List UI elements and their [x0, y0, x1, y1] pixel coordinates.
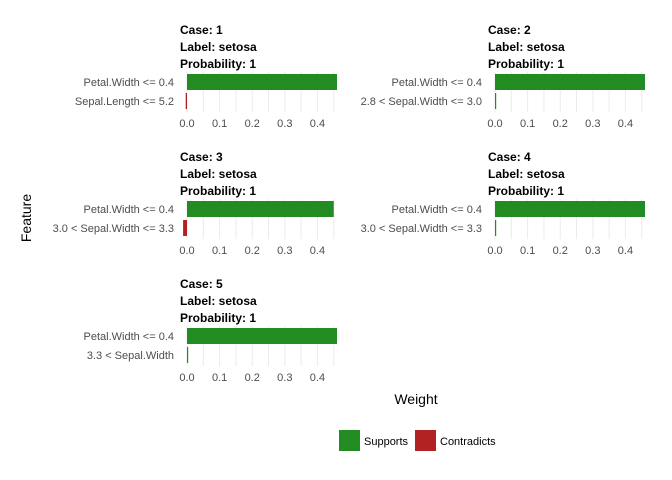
bar-supports	[187, 328, 337, 344]
x-tick-label: 0.1	[212, 245, 227, 257]
x-tick-label: 0.3	[585, 245, 600, 257]
bar-supports	[187, 347, 189, 363]
x-tick-label: 0.2	[245, 372, 260, 384]
facet-panel-5: Case: 5 Label: setosa Probability: 1 Petal.…	[84, 277, 337, 384]
facet-panels: Case: 1 Label: setosa Probability: 1 Petal.…	[53, 23, 645, 384]
x-tick-label: 0.3	[277, 245, 292, 257]
feature-label: Petal.Width <= 0.4	[392, 77, 483, 89]
x-tick-label: 0.4	[618, 118, 633, 130]
feature-label: 3.0 < Sepal.Width <= 3.3	[53, 223, 174, 235]
feature-label: 2.8 < Sepal.Width <= 3.0	[361, 96, 482, 108]
x-tick-label: 0.1	[212, 118, 227, 130]
feature-label: Petal.Width <= 0.4	[84, 77, 175, 89]
facet-case-4: Case: 4	[488, 150, 531, 164]
legend-label-supports: Supports	[364, 436, 409, 448]
bar-contradicts	[183, 220, 187, 236]
facet-panel-3: Case: 3 Label: setosa Probability: 1 Petal.…	[53, 150, 335, 257]
x-tick-label: 0.2	[245, 245, 260, 257]
x-tick-label: 0.4	[310, 245, 325, 257]
facet-label-5: Label: setosa	[180, 294, 257, 308]
facet-label-3: Label: setosa	[180, 167, 257, 181]
facet-probability-2: Probability: 1	[488, 57, 564, 71]
x-tick-label: 0.2	[553, 245, 568, 257]
facet-panel-4: Case: 4 Label: setosa Probability: 1 Petal.…	[361, 150, 645, 257]
legend-label-contradicts: Contradicts	[440, 436, 496, 448]
x-tick-label: 0.0	[179, 245, 194, 257]
bar-supports	[495, 74, 645, 90]
x-tick-label: 0.2	[553, 118, 568, 130]
feature-label: Petal.Width <= 0.4	[84, 331, 175, 343]
x-tick-label: 0.0	[179, 372, 194, 384]
facet-probability-4: Probability: 1	[488, 184, 564, 198]
feature-label: Petal.Width <= 0.4	[392, 204, 483, 216]
facet-case-2: Case: 2	[488, 23, 531, 37]
facet-label-1: Label: setosa	[180, 40, 257, 54]
facet-probability-1: Probability: 1	[180, 57, 256, 71]
x-tick-label: 0.4	[310, 118, 325, 130]
x-tick-label: 0.3	[585, 118, 600, 130]
x-tick-label: 0.0	[179, 118, 194, 130]
x-tick-label: 0.4	[618, 245, 633, 257]
bar-supports	[187, 74, 337, 90]
facet-panel-2: Case: 2 Label: setosa Probability: 1 Petal.…	[361, 23, 645, 130]
x-tick-label: 0.4	[310, 372, 325, 384]
facet-case-5: Case: 5	[180, 277, 223, 291]
facet-case-1: Case: 1	[180, 23, 223, 37]
y-axis-title: Feature	[18, 194, 34, 242]
bar-supports	[495, 201, 645, 217]
x-tick-label: 0.3	[277, 372, 292, 384]
legend-key-supports	[339, 430, 360, 451]
x-tick-label: 0.1	[520, 245, 535, 257]
facet-case-3: Case: 3	[180, 150, 223, 164]
feature-label: 3.3 < Sepal.Width	[87, 350, 174, 362]
facet-panel-1: Case: 1 Label: setosa Probability: 1 Petal.…	[75, 23, 337, 130]
bar-supports	[495, 93, 497, 109]
x-axis-title: Weight	[394, 391, 437, 407]
x-tick-label: 0.0	[487, 118, 502, 130]
facet-label-2: Label: setosa	[488, 40, 565, 54]
feature-label: Sepal.Length <= 5.2	[75, 96, 174, 108]
x-tick-label: 0.0	[487, 245, 502, 257]
facet-probability-3: Probability: 1	[180, 184, 256, 198]
bar-supports	[187, 201, 334, 217]
legend: Supports Contradicts	[339, 430, 496, 451]
x-tick-label: 0.2	[245, 118, 260, 130]
facet-probability-5: Probability: 1	[180, 311, 256, 325]
bar-supports	[495, 220, 497, 236]
legend-key-contradicts	[415, 430, 436, 451]
x-tick-label: 0.3	[277, 118, 292, 130]
feature-label: Petal.Width <= 0.4	[84, 204, 175, 216]
facet-label-4: Label: setosa	[488, 167, 565, 181]
x-tick-label: 0.1	[212, 372, 227, 384]
bar-contradicts	[185, 93, 187, 109]
x-tick-label: 0.1	[520, 118, 535, 130]
feature-label: 3.0 < Sepal.Width <= 3.3	[361, 223, 482, 235]
